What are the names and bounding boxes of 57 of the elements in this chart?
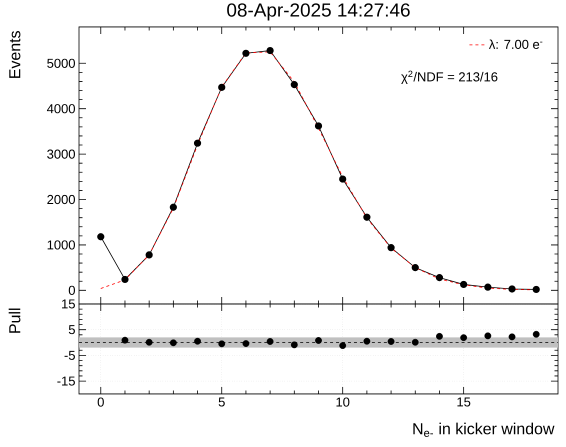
y-tick-label: 3000 <box>47 150 75 159</box>
point <box>532 286 540 294</box>
chart-title: 08-Apr-2025 14:27:46 <box>227 3 410 20</box>
point <box>146 338 153 346</box>
point <box>387 244 395 252</box>
point <box>436 332 443 340</box>
point <box>121 276 129 284</box>
point <box>508 333 516 340</box>
point <box>122 336 128 344</box>
point <box>412 338 419 346</box>
point <box>484 284 492 291</box>
x-axis-title: N$_{e-}$ in kicker window <box>413 422 554 437</box>
x-tick-label: 0 <box>98 397 104 407</box>
y-tick-label: 1000 <box>48 240 75 250</box>
point <box>266 338 274 345</box>
y-tick-label: 5000 <box>47 58 75 68</box>
point <box>388 338 394 345</box>
y-tick-label: -5 <box>64 350 75 360</box>
annotation: χ$^{2}$/NDF = 213/16 <box>401 70 498 84</box>
y-axis-title: Events <box>9 31 20 78</box>
point <box>218 340 226 348</box>
point <box>508 285 516 293</box>
point <box>242 340 250 347</box>
y-tick-label: 2000 <box>47 194 75 204</box>
point <box>412 264 419 272</box>
x-tick-label: 5 <box>218 397 225 407</box>
point <box>339 342 346 350</box>
point <box>436 274 444 282</box>
point <box>363 214 370 221</box>
point <box>170 204 177 211</box>
point <box>484 332 492 340</box>
x-tick-label: 15 <box>457 397 470 407</box>
point <box>339 175 346 183</box>
legend-label: λ: 7.00 e$^{-}$ <box>488 39 542 49</box>
point <box>315 337 322 344</box>
point <box>97 233 104 240</box>
y-tick-label: 5 <box>68 325 75 334</box>
x-tick-label: 10 <box>336 397 350 407</box>
point <box>314 122 322 130</box>
point <box>532 330 540 338</box>
point <box>460 334 468 342</box>
y-tick-label: 0 <box>68 286 75 295</box>
y-tick-label: 4000 <box>46 104 75 114</box>
point <box>194 140 202 147</box>
point <box>290 341 298 348</box>
point <box>266 46 274 54</box>
point <box>363 338 370 345</box>
point <box>218 84 226 91</box>
point <box>146 251 153 259</box>
y-axis-title: Pull <box>8 308 20 333</box>
point <box>170 339 177 346</box>
point <box>460 280 468 288</box>
point <box>290 81 298 88</box>
y-tick-label: -15 <box>57 376 75 386</box>
y-tick-label: 15 <box>62 299 75 308</box>
point <box>242 50 250 57</box>
point <box>194 338 201 345</box>
